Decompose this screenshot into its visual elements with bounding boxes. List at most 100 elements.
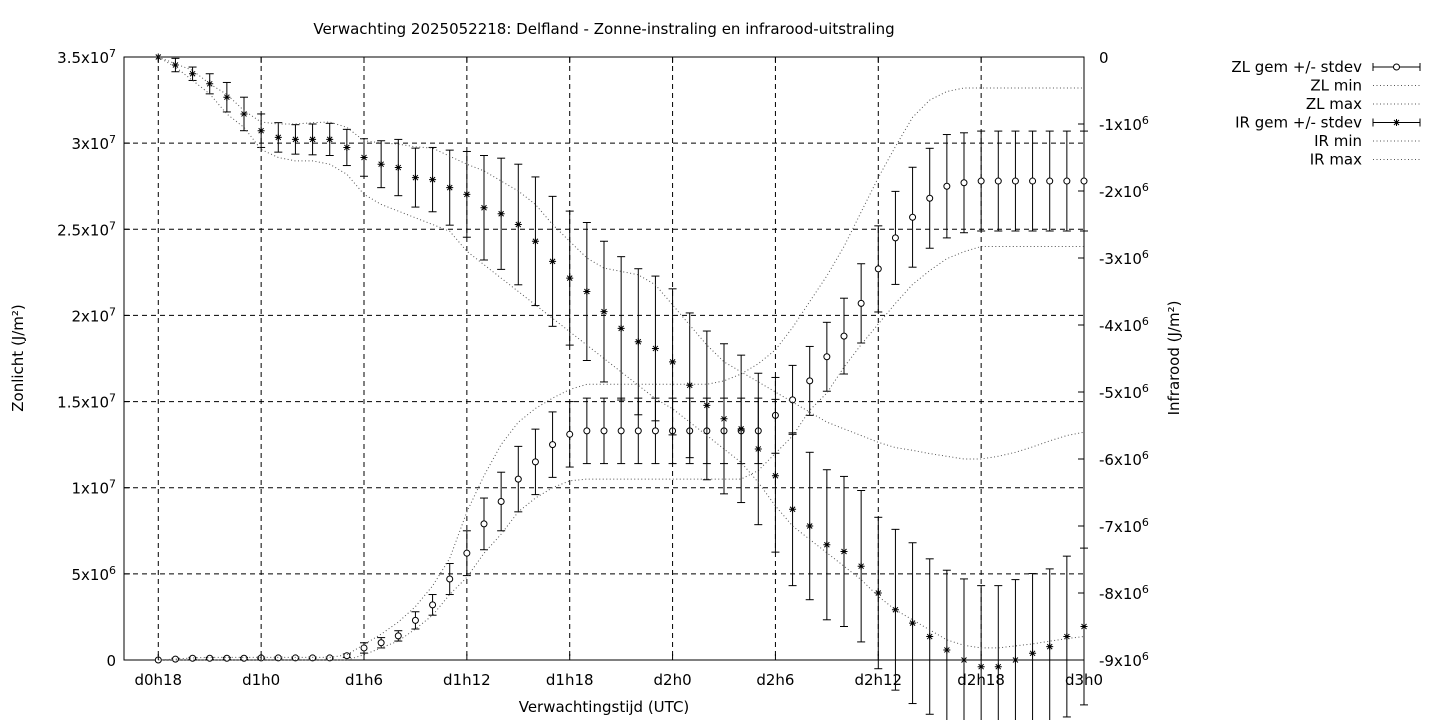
series-ir-gem-stdev bbox=[154, 53, 1088, 720]
data-point bbox=[171, 655, 179, 663]
x-tick-label: d2h18 bbox=[957, 671, 1005, 689]
data-point bbox=[514, 475, 522, 483]
y2-tick-label: -1x106 bbox=[1099, 114, 1149, 134]
data-point bbox=[343, 652, 351, 660]
data-point bbox=[377, 160, 385, 168]
x-tick-label: d2h0 bbox=[654, 671, 692, 689]
y2-tick-label: -8x106 bbox=[1099, 583, 1149, 603]
data-point bbox=[257, 127, 265, 135]
series-zl-min bbox=[158, 246, 1084, 661]
y-axis-ticks: 0 5x106 1x107 1.5x107 2x107 2.5x107 3x107 3.5x1… bbox=[57, 47, 130, 670]
x-tick-label: d1h0 bbox=[242, 671, 280, 689]
y2-tick-label: -6x106 bbox=[1099, 449, 1149, 469]
data-point bbox=[171, 61, 179, 69]
data-point bbox=[977, 663, 985, 671]
data-point bbox=[446, 575, 454, 583]
data-point bbox=[994, 663, 1002, 671]
legend-label: ZL max bbox=[1306, 95, 1362, 113]
data-point bbox=[1063, 633, 1071, 641]
y-tick-label: 0 bbox=[106, 652, 116, 670]
y-tick-label: 2.5x107 bbox=[57, 219, 116, 239]
data-point bbox=[926, 633, 934, 641]
data-point bbox=[480, 520, 488, 528]
data-point bbox=[891, 234, 899, 242]
data-point bbox=[823, 353, 831, 361]
data-point bbox=[651, 427, 659, 435]
data-point bbox=[874, 265, 882, 273]
data-point bbox=[1011, 656, 1019, 664]
legend-label: ZL gem +/- stdev bbox=[1231, 58, 1362, 76]
data-point bbox=[274, 654, 282, 662]
data-point bbox=[909, 619, 917, 627]
y2-axis-ticks: 0 -1x106 -2x106 -3x106 -4x106 -5x106 -6x106 -7x… bbox=[1078, 49, 1149, 670]
data-point bbox=[549, 257, 557, 265]
data-point bbox=[377, 639, 385, 647]
x-tick-label: d1h12 bbox=[443, 671, 491, 689]
data-point bbox=[394, 632, 402, 640]
data-point bbox=[806, 522, 814, 530]
data-point bbox=[994, 177, 1002, 185]
legend-label: IR max bbox=[1310, 151, 1362, 169]
data-point bbox=[566, 430, 574, 438]
data-point bbox=[463, 190, 471, 198]
legend-label: IR min bbox=[1314, 132, 1362, 150]
legend-label: IR gem +/- stdev bbox=[1235, 114, 1362, 132]
y-tick-label: 3x107 bbox=[71, 133, 116, 153]
x-axis-ticks: d0h18 d1h0 d1h6 d1h12 d1h18 d2h0 d2h6 d2h12 d2h1… bbox=[134, 57, 1103, 689]
data-point bbox=[1011, 177, 1019, 185]
y-axis-label: Zonlicht (J/m²) bbox=[9, 304, 27, 412]
data-point bbox=[857, 299, 865, 307]
data-point bbox=[189, 70, 197, 78]
data-point bbox=[600, 427, 608, 435]
data-point bbox=[754, 445, 762, 453]
data-point bbox=[977, 177, 985, 185]
y-tick-label: 1.5x107 bbox=[57, 392, 116, 412]
data-point bbox=[840, 332, 848, 340]
data-point bbox=[309, 654, 317, 662]
data-point bbox=[806, 377, 814, 385]
data-point bbox=[497, 210, 505, 218]
data-point bbox=[463, 549, 471, 557]
series-ir-min bbox=[158, 56, 1085, 649]
y2-tick-label: -7x106 bbox=[1099, 516, 1149, 536]
data-point bbox=[823, 541, 831, 549]
data-point bbox=[291, 654, 299, 662]
x-tick-label: d0h18 bbox=[134, 671, 182, 689]
data-point bbox=[771, 472, 779, 480]
data-point bbox=[1046, 643, 1054, 651]
data-point bbox=[291, 135, 299, 143]
data-point bbox=[583, 427, 591, 435]
data-point bbox=[531, 237, 539, 245]
data-point bbox=[737, 425, 745, 433]
data-point bbox=[411, 616, 419, 624]
data-point bbox=[274, 133, 282, 141]
data-point bbox=[891, 606, 899, 614]
data-point bbox=[206, 80, 214, 88]
data-point bbox=[720, 415, 728, 423]
x-tick-label: d3h0 bbox=[1065, 671, 1103, 689]
y-tick-label: 1x107 bbox=[71, 478, 116, 498]
data-point bbox=[857, 562, 865, 570]
data-point bbox=[669, 358, 677, 366]
x-tick-label: d2h6 bbox=[756, 671, 794, 689]
data-point bbox=[360, 644, 368, 652]
data-point bbox=[240, 110, 248, 118]
data-point bbox=[600, 308, 608, 316]
chart-title: Verwachting 2025052218: Delfland - Zonne… bbox=[313, 20, 894, 38]
data-point bbox=[617, 427, 625, 435]
data-point bbox=[223, 93, 231, 101]
series-layer bbox=[154, 53, 1088, 720]
y2-tick-label: -9x106 bbox=[1099, 650, 1149, 670]
data-point bbox=[480, 204, 488, 212]
data-point bbox=[514, 221, 522, 228]
data-point bbox=[1063, 177, 1071, 185]
data-point bbox=[531, 458, 539, 466]
y-tick-label: 2x107 bbox=[71, 305, 116, 325]
data-point bbox=[943, 646, 951, 654]
data-point bbox=[1046, 177, 1054, 185]
data-point bbox=[1080, 623, 1088, 630]
y2-tick-label: -2x106 bbox=[1099, 181, 1149, 201]
y2-tick-label: 0 bbox=[1099, 49, 1109, 67]
